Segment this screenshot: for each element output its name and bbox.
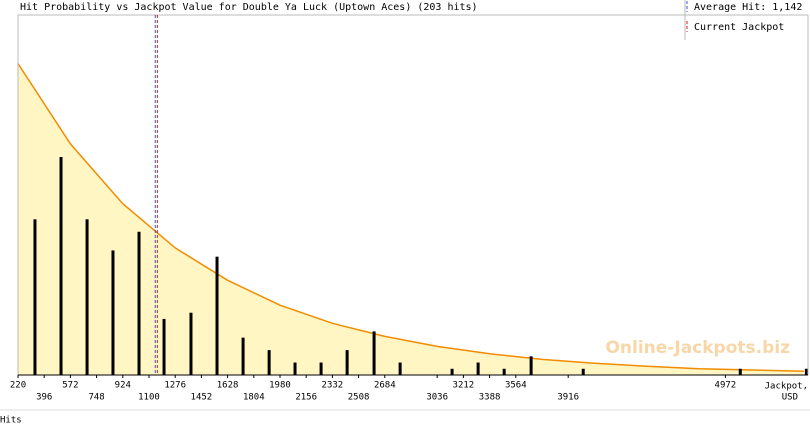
bar xyxy=(345,350,349,375)
bar xyxy=(59,157,63,375)
x-tick-label: 1804 xyxy=(243,393,265,403)
bar xyxy=(581,368,585,375)
curve-area xyxy=(18,63,804,375)
watermark: Online-Jackpots.biz xyxy=(605,338,790,358)
x-tick-label: 4972 xyxy=(715,381,737,391)
x-tick-label: 2684 xyxy=(374,381,396,391)
bar xyxy=(111,250,115,375)
x-tick-label: 3212 xyxy=(453,381,475,391)
x-tick-label: 2508 xyxy=(348,393,370,403)
legend-current: Current Jackpot xyxy=(694,22,784,33)
x-tick-label: 220 xyxy=(10,381,26,391)
bar xyxy=(450,368,454,375)
plot-area xyxy=(17,63,808,375)
x-tick-label: 1452 xyxy=(191,393,213,403)
x-tick-label: 2156 xyxy=(295,393,317,403)
x-tick-label: 924 xyxy=(115,381,131,391)
bar xyxy=(215,256,219,375)
bar xyxy=(293,362,297,375)
x-tick-label: 2332 xyxy=(322,381,344,391)
bar xyxy=(267,350,271,375)
bar xyxy=(476,362,480,375)
x-tick-label: 3388 xyxy=(479,393,501,403)
x-tick-label: 1276 xyxy=(164,381,186,391)
chart-title: Hit Probability vs Jackpot Value for Dou… xyxy=(20,2,478,13)
x-tick-label: 1100 xyxy=(138,393,160,403)
bar xyxy=(162,318,166,375)
x-tick-label: 3916 xyxy=(557,393,579,403)
x-tick-label: 3564 xyxy=(505,381,527,391)
x-axis-label: USD xyxy=(782,393,798,403)
bar xyxy=(398,362,402,375)
bar xyxy=(85,219,89,375)
bar xyxy=(502,368,506,375)
bar xyxy=(529,356,533,375)
legend-average: Average Hit: 1,142 xyxy=(694,2,802,13)
x-tick-label: 572 xyxy=(62,381,78,391)
bar xyxy=(804,368,808,375)
bar xyxy=(137,231,141,375)
x-tick-label: 1628 xyxy=(217,381,239,391)
bar xyxy=(738,368,742,375)
x-tick-label: 396 xyxy=(36,393,52,403)
bar xyxy=(319,362,323,375)
x-tick-label: 748 xyxy=(88,393,104,403)
bar xyxy=(372,331,376,375)
x-tick-label: 3036 xyxy=(426,393,448,403)
curve-line xyxy=(17,63,805,373)
x-tick-label: 1980 xyxy=(269,381,291,391)
hits-label: Hits xyxy=(0,416,22,425)
bar xyxy=(241,337,245,375)
bar xyxy=(33,219,37,375)
bar xyxy=(189,312,193,375)
x-axis-label: Jackpot, xyxy=(765,382,808,392)
